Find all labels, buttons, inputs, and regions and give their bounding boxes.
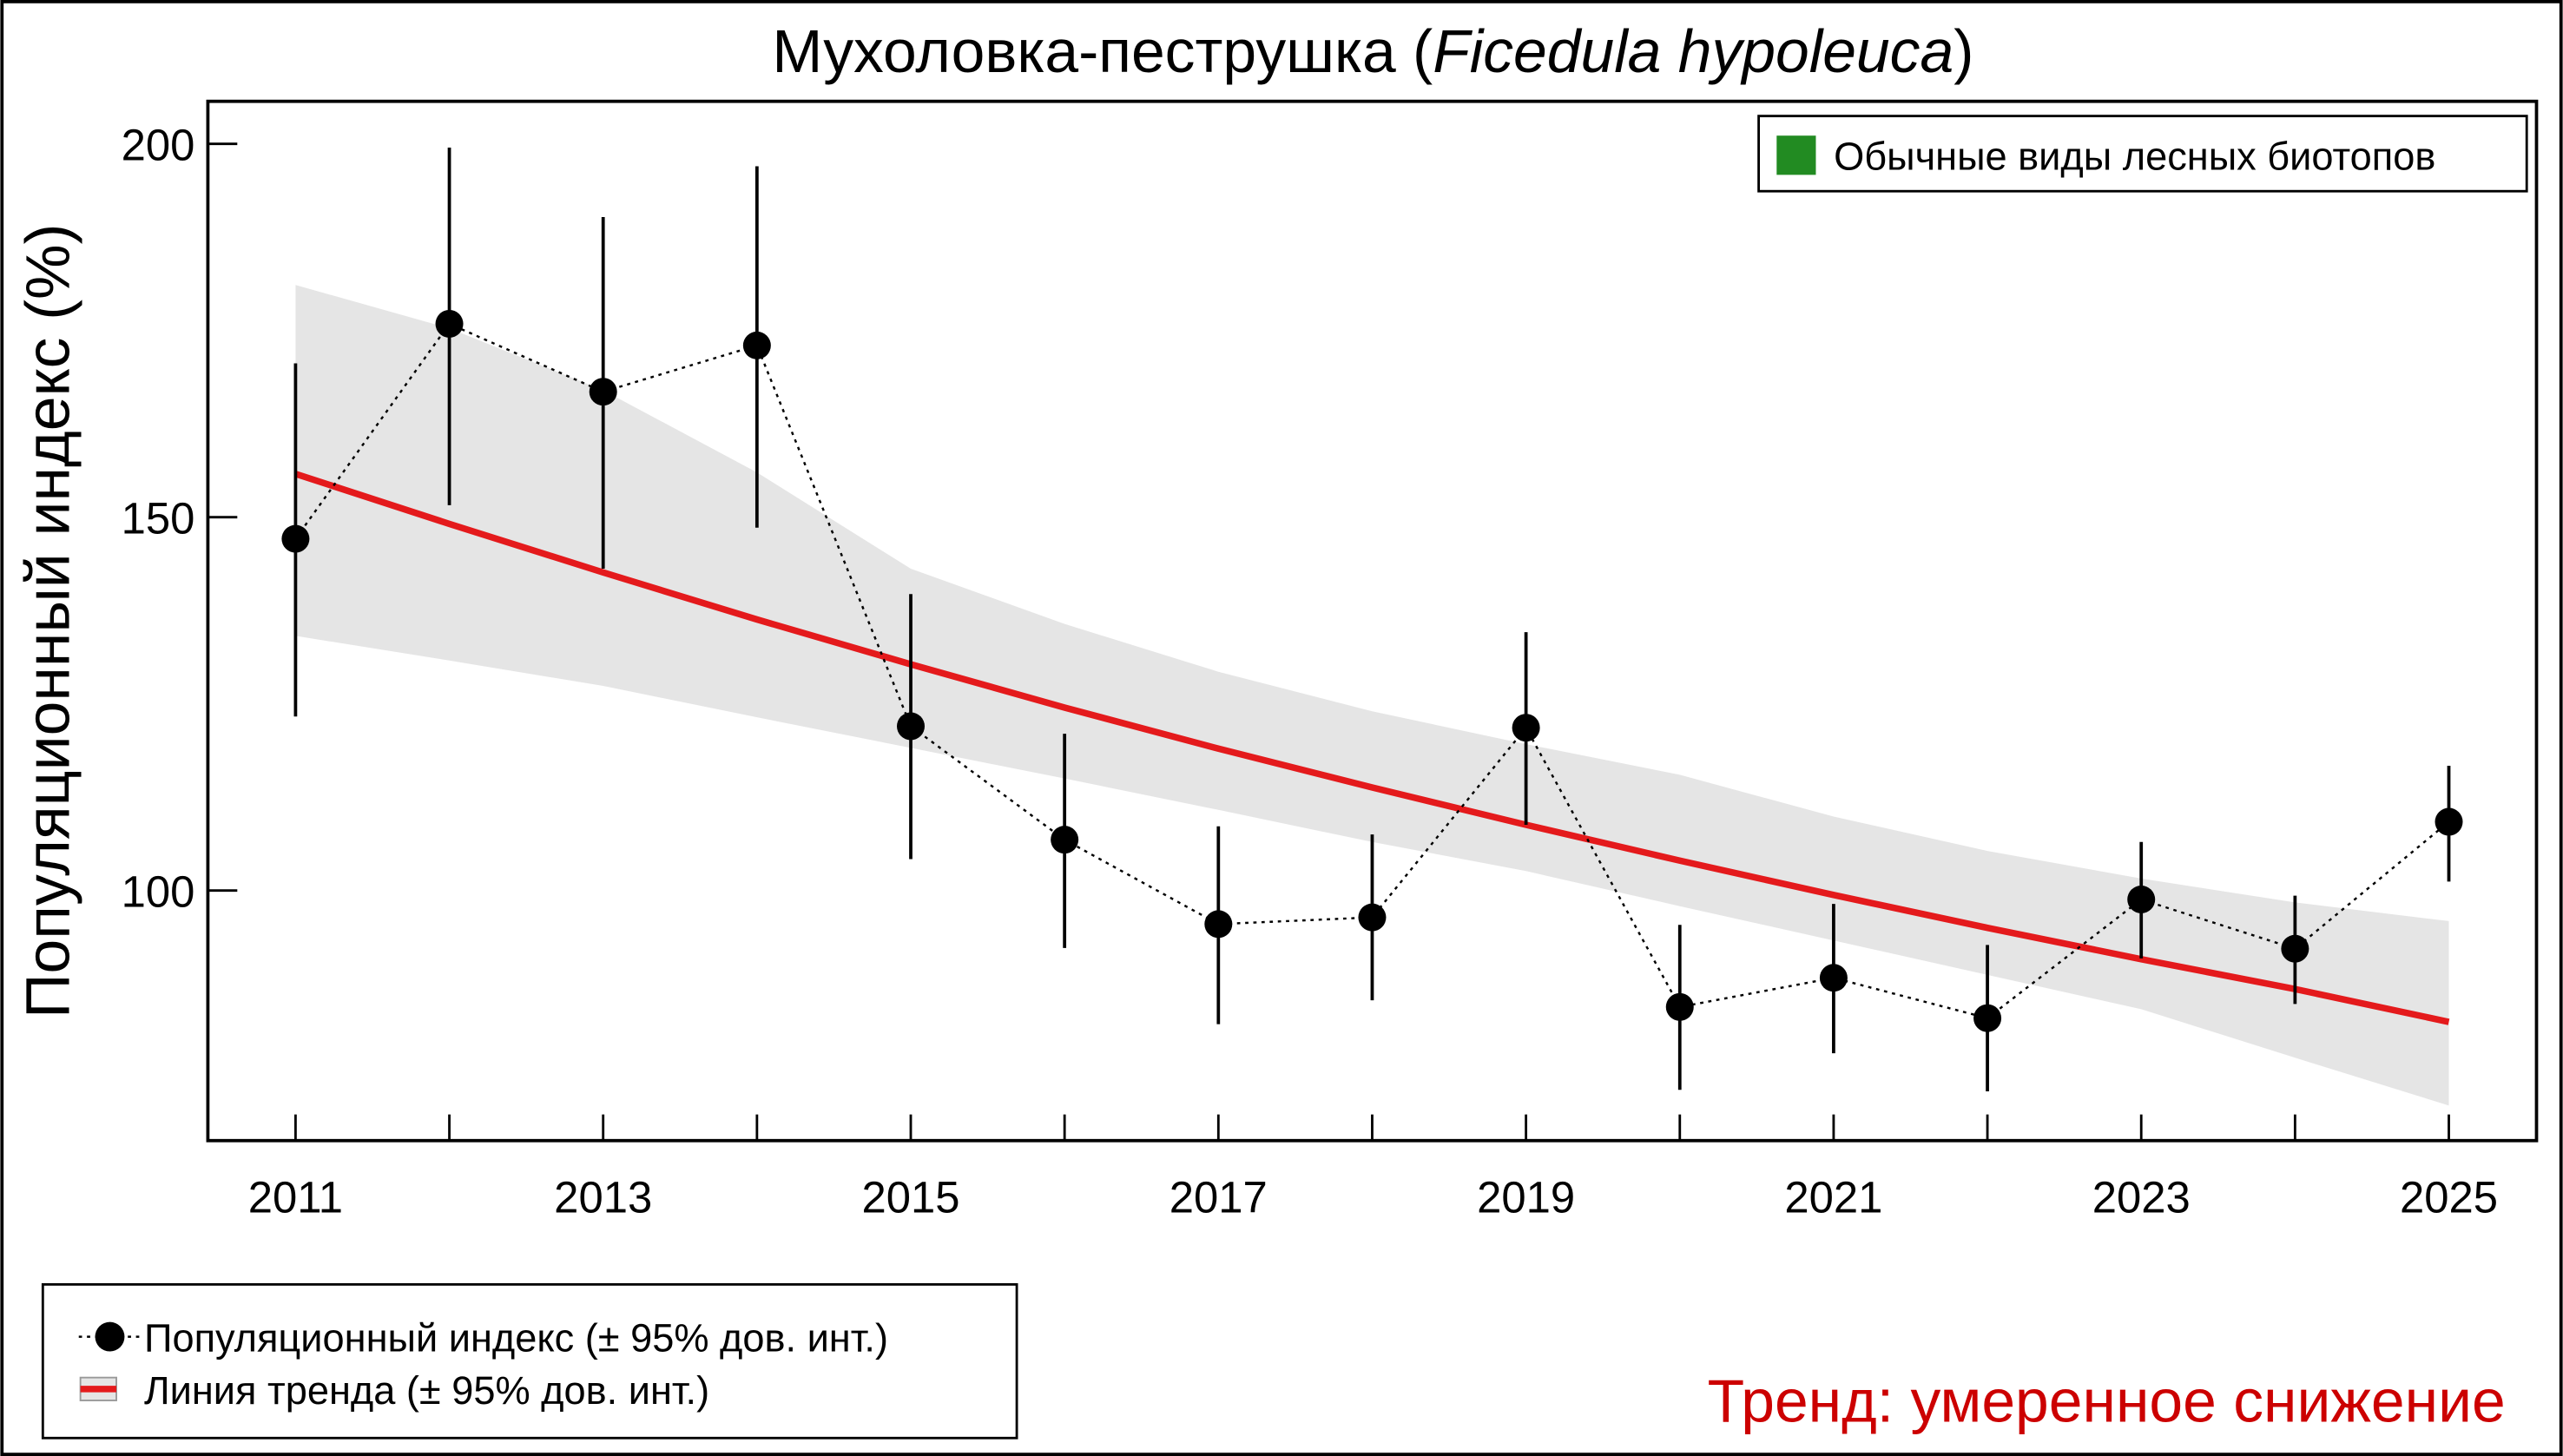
title-species: Ficedula hypoleuca	[1433, 17, 1954, 85]
data-point-2023	[2127, 885, 2156, 913]
y-tick-label-200: 200	[122, 121, 195, 170]
trend-confidence-band	[295, 285, 2449, 1106]
data-point-2011	[281, 524, 310, 553]
chart-title: Мухоловка-пеструшка (Ficedula hypoleuca)	[772, 17, 1973, 85]
data-point-2025	[2435, 807, 2463, 836]
group-legend-swatch	[1776, 135, 1816, 175]
data-point-2015	[897, 712, 926, 741]
data-point-2017	[1204, 910, 1233, 939]
title-close: )	[1954, 17, 1973, 85]
data-point-2018	[1358, 903, 1387, 932]
x-tick-label-2021: 2021	[1784, 1173, 1882, 1222]
data-point-2016	[1051, 826, 1079, 854]
y-tick-label-150: 150	[122, 494, 195, 544]
x-tick-label-2017: 2017	[1169, 1173, 1268, 1222]
group-legend-box	[1757, 115, 2528, 193]
data-point-2012	[435, 309, 464, 338]
data-point-2019	[1512, 714, 1540, 742]
x-tick-label-2023: 2023	[2092, 1173, 2191, 1222]
title-main: Мухоловка-пеструшка (	[772, 17, 1433, 85]
x-tick-label-2013: 2013	[554, 1173, 652, 1222]
x-tick-label-2025: 2025	[2400, 1173, 2498, 1222]
group-legend-label: Обычные виды лесных биотопов	[1834, 135, 2435, 179]
data-point-2014	[742, 331, 771, 359]
trend-line	[294, 471, 2450, 1025]
x-tick-label-2011: 2011	[248, 1173, 343, 1222]
data-point-2021	[1819, 964, 1848, 992]
group-legend: Обычные виды лесных биотопов	[1757, 115, 2528, 193]
y-tick-label-100: 100	[122, 866, 195, 916]
x-tick-label-2019: 2019	[1477, 1173, 1575, 1222]
legend-index-marker	[95, 1321, 125, 1352]
series-legend-box	[41, 1282, 1018, 1440]
data-point-2020	[1665, 992, 1694, 1021]
x-tick-label-2015: 2015	[861, 1173, 959, 1222]
legend-index-label: Популяционный индекс (± 95% дов. инт.)	[144, 1316, 888, 1360]
trend-annotation: Тренд: умеренное снижение	[1708, 1367, 2506, 1434]
series-legend: Популяционный индекс (± 95% дов. инт.) Л…	[41, 1282, 1018, 1440]
legend-trend-label: Линия тренда (± 95% дов. инт.)	[144, 1368, 709, 1413]
data-point-2022	[1973, 1004, 2002, 1032]
y-axis-label: Популяционный индекс (%)	[13, 224, 82, 1018]
data-point-2024	[2281, 934, 2309, 963]
data-point-2013	[589, 378, 617, 406]
